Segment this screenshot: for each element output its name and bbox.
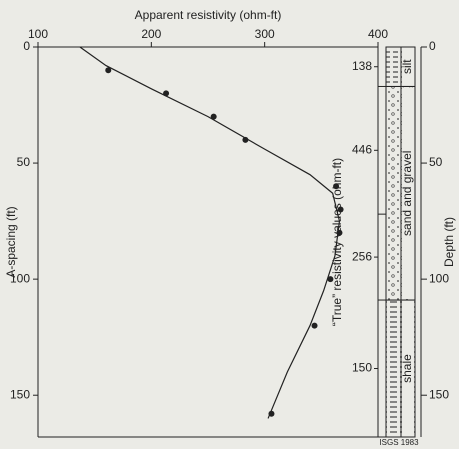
layer-label: silt [400, 59, 414, 74]
x-tick-label: 100 [28, 27, 48, 41]
x-tick-label: 400 [368, 27, 388, 41]
data-point [327, 276, 333, 282]
data-point [105, 67, 111, 73]
x-tick-label: 300 [255, 27, 275, 41]
y-tick-label: 150 [10, 387, 30, 401]
fit-curve [80, 47, 340, 418]
data-point [163, 90, 169, 96]
layer-label: sand and gravel [400, 151, 414, 236]
data-point [312, 323, 318, 329]
zone-value: 138 [352, 59, 372, 73]
data-point [242, 137, 248, 143]
data-point [333, 183, 339, 189]
depth-tick-label: 0 [429, 39, 436, 53]
y-tick-label: 100 [10, 271, 30, 285]
y-axis-title: A-spacing (ft) [4, 206, 18, 277]
chart: Apparent resistivity (ohm-ft) A-spacing … [0, 0, 459, 449]
data-point [336, 230, 342, 236]
x-tick-label: 200 [141, 27, 161, 41]
zone-value: 446 [352, 142, 372, 156]
x-axis-title: Apparent resistivity (ohm-ft) [135, 8, 282, 22]
depth-axis-title: Depth (ft) [442, 217, 456, 267]
depth-tick-label: 150 [429, 387, 449, 401]
y-tick-label: 0 [23, 39, 30, 53]
data-point [268, 411, 274, 417]
depth-tick-label: 100 [429, 271, 449, 285]
data-point [211, 114, 217, 120]
zone-value: 256 [352, 249, 372, 263]
layer-label: shale [400, 354, 414, 383]
credit: ISGS 1983 [379, 438, 419, 447]
y-tick-label: 50 [17, 155, 31, 169]
depth-tick-label: 50 [429, 155, 443, 169]
data-point [338, 207, 344, 213]
zone-value: 150 [352, 361, 372, 375]
